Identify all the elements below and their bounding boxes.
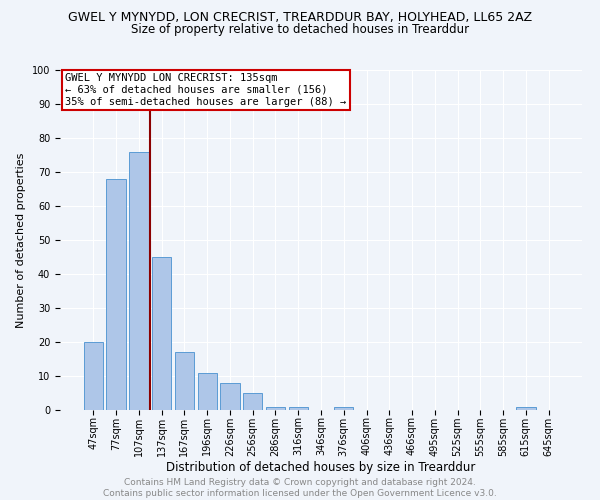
Text: GWEL Y MYNYDD, LON CRECRIST, TREARDDUR BAY, HOLYHEAD, LL65 2AZ: GWEL Y MYNYDD, LON CRECRIST, TREARDDUR B… (68, 11, 532, 24)
Bar (106, 179, 126, 410)
Bar (220, 383, 239, 410)
Y-axis label: Number of detached properties: Number of detached properties (16, 152, 26, 328)
Bar (129, 152, 149, 410)
Bar (152, 257, 172, 410)
Bar (243, 393, 262, 410)
Bar (84, 342, 103, 410)
Text: GWEL Y MYNYDD LON CRECRIST: 135sqm
← 63% of detached houses are smaller (156)
35: GWEL Y MYNYDD LON CRECRIST: 135sqm ← 63%… (65, 74, 346, 106)
Text: Contains HM Land Registry data © Crown copyright and database right 2024.
Contai: Contains HM Land Registry data © Crown c… (103, 478, 497, 498)
Bar (266, 406, 285, 410)
Text: Size of property relative to detached houses in Trearddur: Size of property relative to detached ho… (131, 22, 469, 36)
Bar (516, 406, 536, 410)
Bar (197, 372, 217, 410)
Bar (289, 406, 308, 410)
Bar (334, 406, 353, 410)
X-axis label: Distribution of detached houses by size in Trearddur: Distribution of detached houses by size … (166, 462, 476, 474)
Bar (175, 352, 194, 410)
